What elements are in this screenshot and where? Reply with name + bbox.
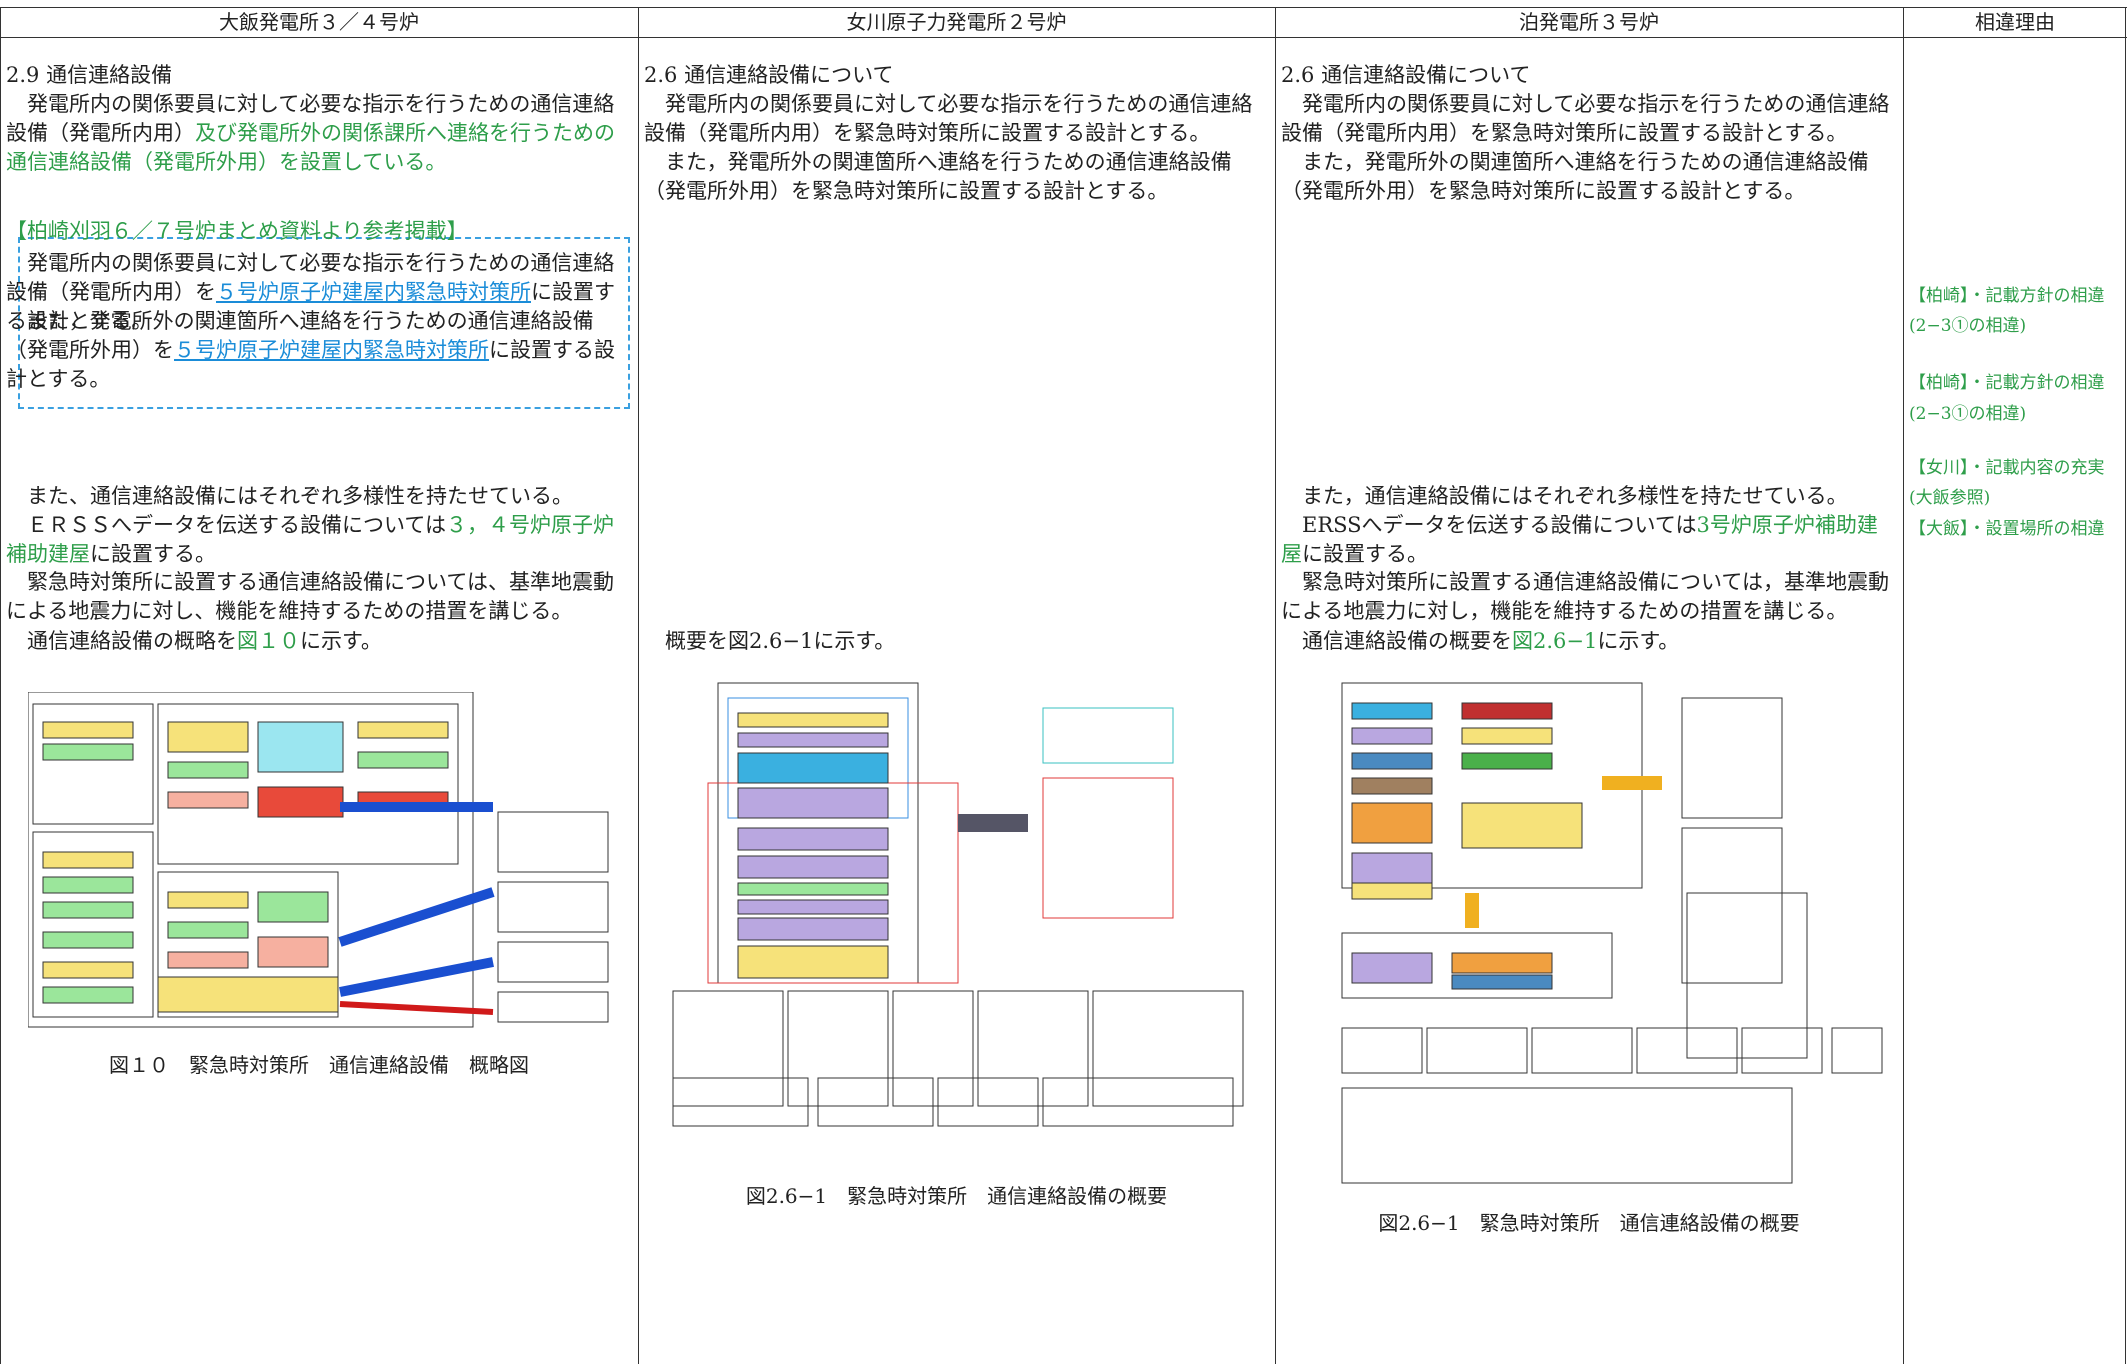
text-segment: 図2.6−1 xyxy=(1512,629,1598,653)
figure xyxy=(672,682,1244,1127)
paragraph: 発電所内の関係要員に対して必要な指示を行うための通信連絡設備（発電所内用）を緊急… xyxy=(644,90,1263,148)
text-segment: 発電所内の関係要員に対して必要な指示を行うための通信連絡設備（発電所内用）を緊急… xyxy=(644,92,1253,145)
paragraph: 発電所内の関係要員に対して必要な指示を行うための通信連絡設備（発電所内用）を緊急… xyxy=(1281,90,1891,148)
text-segment: ５号炉原子炉建屋内緊急時対策所 xyxy=(174,338,489,362)
paragraph: 2.9 通信連絡設備 xyxy=(6,61,626,90)
text-segment: 【柏崎刈羽６／７号炉まとめ資料より参考掲載】 xyxy=(6,219,468,243)
text-segment: 2.6 通信連絡設備について xyxy=(644,63,894,87)
figure xyxy=(1341,682,1883,1184)
paragraph: 【柏崎刈羽６／７号炉まとめ資料より参考掲載】 xyxy=(6,217,626,246)
border xyxy=(0,7,1,1364)
reason: 【女川】・記載内容の充実 xyxy=(1909,458,2105,478)
text-segment: 2.9 通信連絡設備 xyxy=(6,63,173,87)
text-segment: また、通信連絡設備にはそれぞれ多様性を持たせている。 xyxy=(6,484,573,508)
text-segment: また，通信連絡設備にはそれぞれ多様性を持たせている。 xyxy=(1281,484,1848,508)
text-segment: に設置する。 xyxy=(90,542,216,566)
border xyxy=(2125,7,2126,1364)
text-segment: に示す。 xyxy=(300,629,382,653)
paragraph: 2.6 通信連絡設備について xyxy=(1281,61,1891,90)
paragraph: 通信連絡設備の概略を図１０に示す。 xyxy=(6,627,626,656)
paragraph: 通信連絡設備の概要を図2.6−1に示す。 xyxy=(1281,627,1891,656)
text-segment: ３，４号炉原子炉補助建屋 xyxy=(6,513,614,566)
paragraph: 緊急時対策所に設置する通信連絡設備については，基準地震動による地震力に対し，機能… xyxy=(1281,568,1891,626)
text-segment: また，発電所外の関連箇所へ連絡を行うための通信連絡設備（発電所外用）を緊急時対策… xyxy=(644,150,1232,203)
paragraph: また，発電所外の関連箇所へ連絡を行うための通信連絡設備（発電所外用）を緊急時対策… xyxy=(644,148,1263,206)
text-segment: に設置する設計とする。 xyxy=(6,280,615,333)
reason: 【柏崎】・記載方針の相違 xyxy=(1909,373,2105,393)
border xyxy=(638,7,639,1364)
border xyxy=(1903,7,1904,1364)
paragraph: ERSSへデータを伝送する設備については3号炉原子炉補助建屋に設置する。 xyxy=(1281,511,1891,569)
reason: (2−3①の相違) xyxy=(1909,404,2027,424)
paragraph: 2.6 通信連絡設備について xyxy=(644,61,1263,90)
text-segment: 通信連絡設備の概要を xyxy=(1281,629,1512,653)
figure-caption: 図１０ 緊急時対策所 通信連絡設備 概略図 xyxy=(109,1053,529,1077)
text-segment: 図１０ xyxy=(237,629,300,653)
text-segment: 発電所内の関係要員に対して必要な指示を行うための通信連絡設備（発電所内用）を緊急… xyxy=(1281,92,1890,145)
text-segment: 及び発電所外の関係課所へ連絡を行うための通信連絡設備（発電所外用）を設置している… xyxy=(6,121,615,174)
paragraph: 発電所内の関係要員に対して必要な指示を行うための通信連絡設備（発電所内用）及び発… xyxy=(6,90,626,177)
text-segment: 発電所内の関係要員に対して必要な指示を行うための通信連絡設備（発電所内用）を xyxy=(6,251,615,304)
reason: (2−3①の相違) xyxy=(1909,316,2027,336)
paragraph: また，通信連絡設備にはそれぞれ多様性を持たせている。 xyxy=(1281,482,1891,511)
text-segment: 緊急時対策所に設置する通信連絡設備については、基準地震動による地震力に対し、機能… xyxy=(6,570,614,623)
column-header: 大飯発電所３／４号炉 xyxy=(0,7,638,38)
paragraph: また，発電所外の関連箇所へ連絡を行うための通信連絡設備（発電所外用）を５号炉原子… xyxy=(6,307,626,394)
text-segment: に設置する設計とする。 xyxy=(6,338,615,391)
text-segment: 概要を図2.6−1に示す。 xyxy=(644,629,896,653)
reason: 【大飯】・設置場所の相違 xyxy=(1909,519,2105,539)
paragraph: 概要を図2.6−1に示す。 xyxy=(644,627,1263,656)
paragraph: また、通信連絡設備にはそれぞれ多様性を持たせている。 xyxy=(6,482,626,511)
figure-caption: 図2.6−1 緊急時対策所 通信連絡設備の概要 xyxy=(1378,1211,1800,1235)
paragraph: また，発電所外の関連箇所へ連絡を行うための通信連絡設備（発電所外用）を緊急時対策… xyxy=(1281,148,1891,206)
paragraph: 発電所内の関係要員に対して必要な指示を行うための通信連絡設備（発電所内用）を５号… xyxy=(6,249,626,336)
paragraph: 緊急時対策所に設置する通信連絡設備については、基準地震動による地震力に対し、機能… xyxy=(6,568,626,626)
text-segment: また，発電所外の関連箇所へ連絡を行うための通信連絡設備（発電所外用）を緊急時対策… xyxy=(1281,150,1869,203)
column-header: 泊発電所３号炉 xyxy=(1275,7,1903,38)
text-segment: に設置する。 xyxy=(1302,542,1428,566)
column-header: 相違理由 xyxy=(1903,7,2127,38)
text-segment: ERSSへデータを伝送する設備については xyxy=(1281,513,1697,537)
reason: (大飯参照) xyxy=(1909,488,1991,508)
text-segment: 発電所内の関係要員に対して必要な指示を行うための通信連絡設備（発電所内用） xyxy=(6,92,615,145)
border xyxy=(0,7,2127,8)
text-segment: 緊急時対策所に設置する通信連絡設備については，基準地震動による地震力に対し，機能… xyxy=(1281,570,1889,623)
text-segment: に示す。 xyxy=(1597,629,1680,653)
text-segment: 通信連絡設備の概略を xyxy=(6,629,237,653)
figure-caption: 図2.6−1 緊急時対策所 通信連絡設備の概要 xyxy=(745,1184,1168,1208)
figure xyxy=(28,692,609,1028)
text-segment: 3号炉原子炉補助建屋 xyxy=(1281,513,1878,566)
reason: 【柏崎】・記載方針の相違 xyxy=(1909,286,2105,306)
text-segment: 2.6 通信連絡設備について xyxy=(1281,63,1531,87)
text-segment: ＥＲＳＳへデータを伝送する設備については xyxy=(6,513,446,537)
text-segment: また，発電所外の関連箇所へ連絡を行うための通信連絡設備（発電所外用）を xyxy=(6,309,594,362)
reference-box xyxy=(18,237,630,409)
column-header: 女川原子力発電所２号炉 xyxy=(638,7,1275,38)
paragraph: ＥＲＳＳへデータを伝送する設備については３，４号炉原子炉補助建屋に設置する。 xyxy=(6,511,626,569)
text-segment: ５号炉原子炉建屋内緊急時対策所 xyxy=(216,280,531,304)
border xyxy=(1275,7,1276,1364)
